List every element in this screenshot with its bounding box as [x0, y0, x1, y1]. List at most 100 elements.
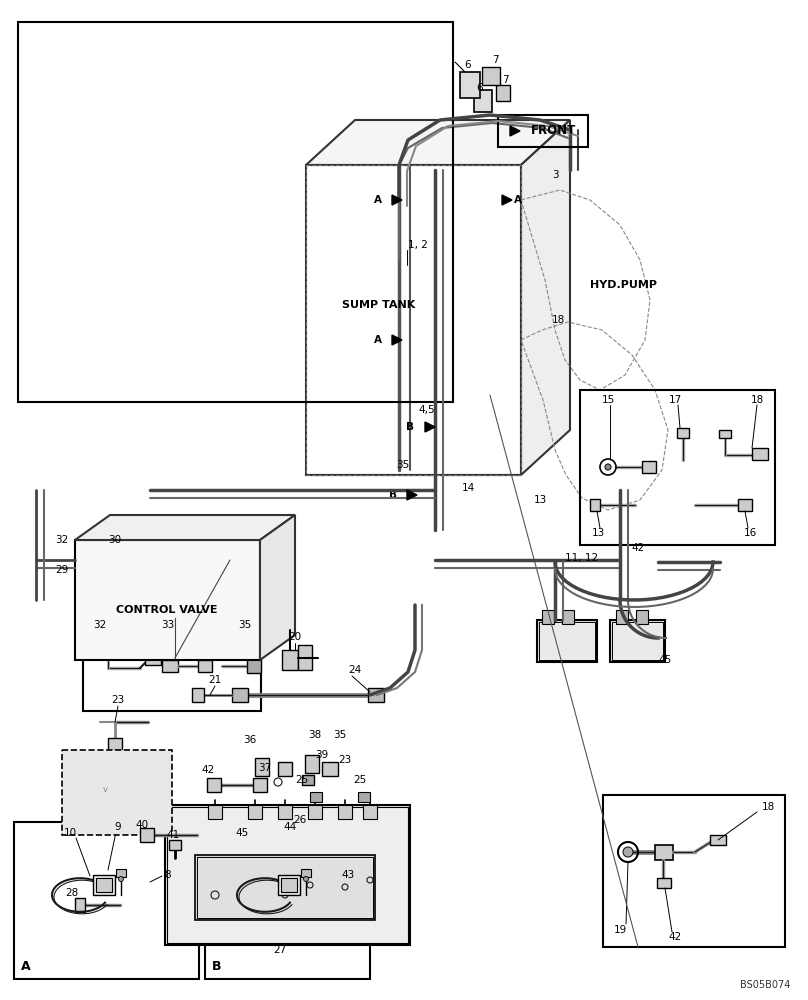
Circle shape: [623, 847, 633, 857]
Text: 17: 17: [668, 395, 682, 405]
Text: 41: 41: [166, 830, 179, 840]
Text: 14: 14: [461, 483, 474, 493]
Text: 6: 6: [465, 60, 471, 70]
Text: 20: 20: [288, 632, 301, 642]
Text: 43: 43: [341, 870, 355, 880]
Bar: [308, 805, 322, 819]
Bar: [642, 461, 656, 473]
Text: B: B: [389, 490, 397, 500]
Text: A: A: [374, 335, 382, 345]
Bar: [198, 660, 212, 672]
Text: 37: 37: [259, 763, 271, 773]
Bar: [93, 875, 115, 895]
Text: 21: 21: [208, 675, 221, 685]
Circle shape: [119, 876, 124, 882]
Text: 38: 38: [309, 730, 322, 740]
Text: 16: 16: [743, 528, 756, 538]
Text: 24: 24: [348, 665, 362, 675]
Bar: [165, 805, 410, 945]
Text: 9: 9: [115, 822, 121, 832]
Text: 3: 3: [552, 170, 558, 180]
Bar: [305, 755, 319, 773]
Bar: [655, 845, 673, 860]
Bar: [62, 750, 172, 835]
Text: 35: 35: [334, 730, 347, 740]
Text: 25: 25: [353, 775, 367, 785]
Bar: [278, 805, 292, 819]
Text: B: B: [213, 960, 221, 974]
Bar: [542, 610, 554, 624]
Bar: [96, 878, 112, 892]
Bar: [75, 540, 260, 660]
Text: 8: 8: [165, 870, 171, 880]
Text: 35: 35: [238, 620, 251, 630]
Text: v: v: [103, 786, 107, 794]
Bar: [310, 792, 322, 802]
Text: 7: 7: [492, 55, 499, 65]
Text: 11, 12: 11, 12: [565, 553, 598, 563]
Text: B: B: [406, 422, 414, 432]
Text: 26: 26: [293, 815, 306, 825]
Bar: [281, 878, 297, 892]
Text: 28: 28: [65, 888, 78, 898]
Bar: [616, 610, 628, 624]
Bar: [207, 778, 221, 792]
Bar: [719, 430, 731, 438]
Bar: [14, 822, 199, 979]
Polygon shape: [75, 515, 295, 540]
Bar: [710, 835, 726, 845]
Text: 18: 18: [751, 395, 764, 405]
Bar: [322, 762, 338, 776]
Bar: [752, 448, 768, 460]
Bar: [302, 775, 314, 785]
Bar: [255, 758, 269, 776]
Bar: [498, 115, 588, 147]
Bar: [460, 72, 480, 98]
Circle shape: [304, 876, 309, 882]
Bar: [192, 688, 204, 702]
Text: CONTROL VALVE: CONTROL VALVE: [116, 605, 217, 615]
Text: 39: 39: [315, 750, 329, 760]
Text: 44: 44: [284, 822, 297, 832]
Bar: [590, 499, 600, 511]
Bar: [83, 618, 261, 711]
Bar: [603, 795, 785, 947]
Bar: [116, 869, 126, 877]
Text: 4,5: 4,5: [418, 405, 435, 415]
Text: 42: 42: [201, 765, 215, 775]
Polygon shape: [306, 120, 570, 165]
Bar: [537, 620, 597, 662]
Text: 32: 32: [94, 620, 107, 630]
Bar: [140, 828, 154, 842]
Bar: [612, 622, 663, 660]
Text: 19: 19: [613, 925, 627, 935]
Text: HYD.PUMP: HYD.PUMP: [590, 280, 657, 290]
Bar: [232, 688, 248, 702]
Text: 10: 10: [64, 828, 77, 838]
Text: 27: 27: [273, 945, 287, 955]
Bar: [562, 610, 574, 624]
Polygon shape: [502, 195, 512, 205]
Bar: [368, 688, 384, 702]
Text: BS05B074: BS05B074: [739, 980, 790, 990]
Text: A: A: [374, 195, 382, 205]
Bar: [253, 778, 267, 792]
Polygon shape: [260, 515, 295, 660]
Text: 40: 40: [136, 820, 149, 830]
Bar: [363, 805, 377, 819]
Bar: [677, 428, 689, 438]
Text: 30: 30: [108, 535, 121, 545]
Text: 23: 23: [112, 695, 124, 705]
Bar: [167, 807, 408, 943]
Bar: [738, 499, 752, 511]
Text: A: A: [514, 195, 522, 205]
Text: 18: 18: [551, 315, 565, 325]
Text: 33: 33: [162, 620, 175, 630]
Text: SUMP TANK: SUMP TANK: [342, 300, 415, 310]
Bar: [301, 869, 311, 877]
Bar: [539, 622, 595, 660]
Bar: [18, 22, 453, 402]
Text: 18: 18: [761, 802, 775, 812]
Polygon shape: [392, 195, 402, 205]
Text: FRONT: FRONT: [532, 124, 577, 137]
